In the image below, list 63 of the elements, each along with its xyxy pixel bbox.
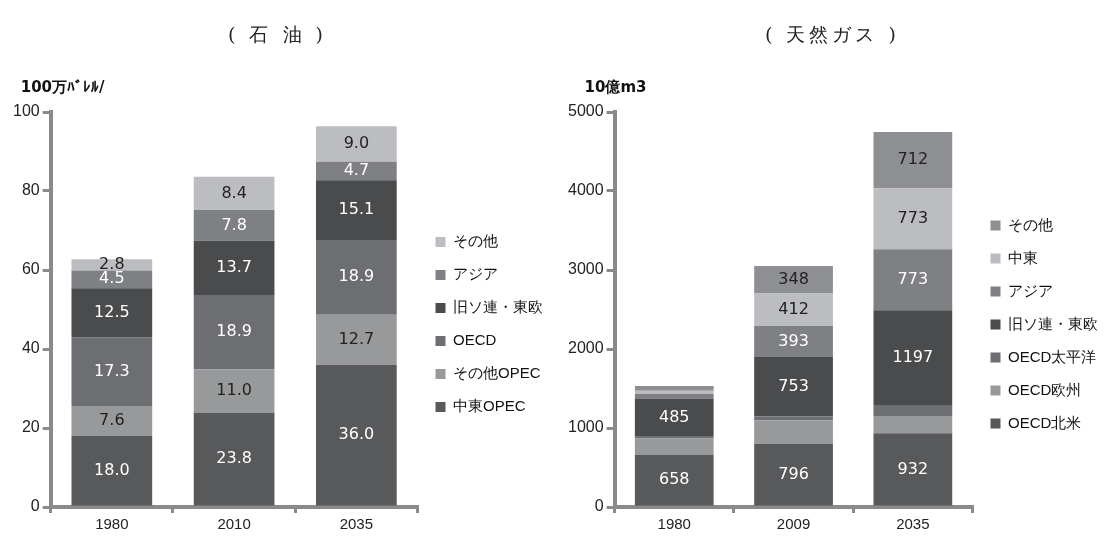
legend-label: OECD (453, 331, 497, 349)
chart-title: ( 石 油 ) (227, 22, 328, 47)
data-label: 13.7 (216, 256, 252, 276)
data-label: 23.8 (216, 448, 252, 468)
x-tick-label: 2009 (776, 515, 811, 533)
data-label: 11.0 (216, 380, 252, 400)
data-label: 15.1 (338, 199, 375, 219)
y-tick-label: 20 (21, 418, 40, 436)
legend-label: OECD太平洋 (1008, 347, 1097, 365)
data-label: 796 (778, 463, 809, 483)
y-tick-label: 0 (594, 497, 604, 515)
data-label: 712 (897, 149, 929, 169)
data-label: 412 (778, 298, 809, 318)
y-tick-label: 0 (30, 497, 40, 515)
data-label: 17.3 (94, 360, 130, 380)
legend-label: アジア (453, 265, 498, 283)
y-tick-label: 5000 (568, 102, 604, 120)
legend-label: その他OPEC (453, 364, 541, 382)
chart-title: ( 天然ガス ) (764, 22, 901, 47)
data-label: 4.7 (343, 160, 370, 180)
data-label: 932 (897, 458, 929, 478)
data-label: 36.0 (338, 424, 375, 444)
data-label: 485 (658, 406, 690, 426)
legend-label: 旧ソ連・東欧 (453, 298, 543, 316)
data-label: 7.8 (221, 214, 247, 234)
x-tick-label: 2035 (896, 515, 930, 533)
y-axis-title: 10億m3 (584, 78, 647, 97)
y-tick-label: 40 (21, 339, 40, 357)
legend-label: その他 (453, 232, 498, 250)
data-label: 773 (897, 207, 929, 227)
legend-label: OECD北米 (1008, 413, 1082, 431)
y-tick-label: 100 (12, 102, 40, 120)
data-label: 8.4 (221, 182, 247, 202)
data-label: 1197 (892, 346, 934, 366)
legend-label: 中東 (1008, 248, 1038, 266)
y-tick-label: 2000 (568, 339, 604, 357)
data-label: 18.9 (338, 266, 375, 286)
y-tick-label: 60 (21, 260, 40, 278)
y-tick-label: 80 (21, 181, 40, 199)
legend-label: アジア (1008, 281, 1053, 299)
legend-label: OECD欧州 (1008, 380, 1082, 398)
data-label: 393 (778, 330, 809, 350)
data-label: 18.9 (216, 321, 252, 341)
legend-label: その他 (1008, 215, 1053, 233)
x-tick-label: 1980 (95, 515, 129, 533)
data-label: 12.5 (94, 302, 130, 322)
y-tick-label: 1000 (568, 418, 604, 436)
x-tick-label: 2010 (217, 515, 251, 533)
x-tick-label: 2035 (339, 515, 374, 533)
y-tick-label: 3000 (568, 260, 604, 278)
legend-label: 旧ソ連・東欧 (1008, 314, 1098, 332)
y-tick-label: 4000 (568, 181, 604, 199)
data-label: 12.7 (338, 328, 375, 348)
data-label: 658 (658, 469, 690, 489)
legend-label: 中東OPEC (453, 397, 526, 415)
y-axis-title: 100万ﾊﾞﾚﾙ/ (20, 78, 106, 97)
data-label: 753 (778, 375, 809, 395)
data-label: 348 (778, 268, 809, 288)
data-label: 773 (897, 268, 929, 288)
data-label: 9.0 (343, 133, 370, 153)
data-label: 7.6 (99, 410, 125, 430)
x-tick-label: 1980 (657, 515, 691, 533)
data-label: 18.0 (94, 459, 130, 479)
